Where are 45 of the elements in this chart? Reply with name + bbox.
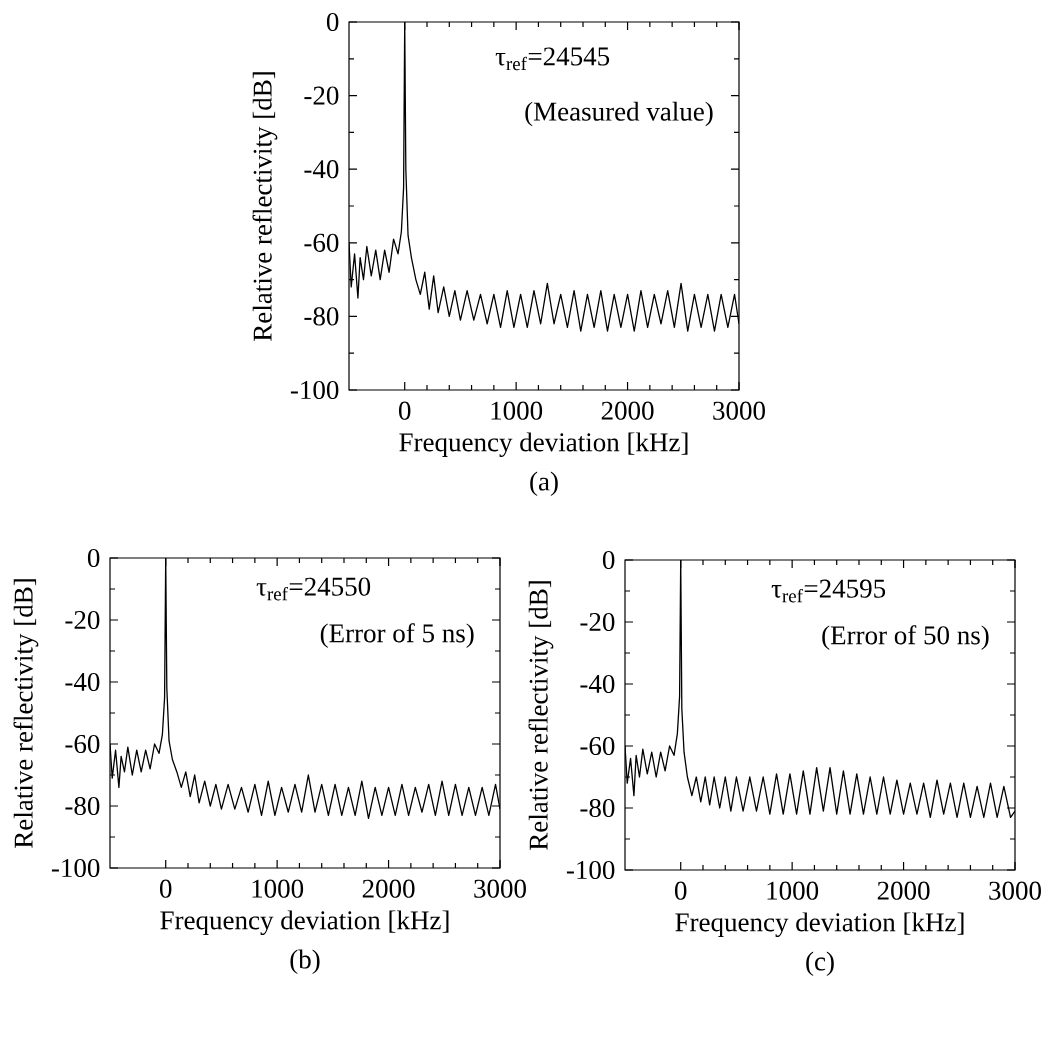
y-tick-label: -40: [304, 160, 339, 179]
y-tick-label: -100: [566, 860, 615, 880]
x-tick-label: 3000: [989, 881, 1041, 900]
y-tick-label: -20: [580, 612, 615, 632]
y-tick-label: -60: [580, 736, 615, 756]
x-tick-label: 2000: [362, 879, 415, 898]
text: (c): [806, 951, 834, 977]
text: (a): [530, 471, 558, 497]
x-tick-label: 3000: [713, 401, 765, 420]
y-tick-label: -40: [65, 672, 100, 692]
annotation: τ$_{ref}$=24545: [495, 47, 610, 71]
x-tick-label: 1000: [252, 879, 304, 898]
y-axis-title: Relative reflectivity [dB]: [13, 579, 39, 848]
y-tick-label: -60: [65, 734, 100, 754]
y-tick-label: 0: [602, 550, 615, 570]
annotation: τ$_{ref}$=24550: [256, 577, 371, 601]
y-tick-label: -20: [65, 610, 100, 630]
x-tick-label: 1000: [767, 881, 819, 900]
x-tick-label: 0: [675, 881, 687, 900]
x-axis-title: Frequency deviation [kHz]: [675, 912, 964, 937]
y-tick-label: -60: [304, 233, 339, 252]
text: (b): [290, 949, 320, 975]
y-tick-label: 0: [87, 548, 100, 568]
y-axis-title: Relative reflectivity [dB]: [528, 581, 554, 850]
x-tick-label: 0: [399, 401, 411, 420]
y-tick-label: -40: [580, 674, 615, 694]
x-axis-title: Frequency deviation [kHz]: [399, 432, 688, 457]
x-tick-label: 2000: [877, 881, 930, 900]
y-tick-label: -100: [51, 858, 100, 878]
x-tick-label: 0: [160, 879, 172, 898]
annotation: τ$_{ref}$=24595: [771, 579, 886, 603]
y-tick-label: -100: [290, 380, 339, 400]
annotation: (Measured value): [525, 101, 713, 127]
y-tick-label: -80: [580, 798, 615, 818]
x-tick-label: 1000: [491, 401, 543, 420]
x-tick-label: 3000: [474, 879, 526, 898]
y-tick-label: 0: [326, 12, 339, 32]
y-tick-label: -20: [304, 86, 339, 105]
y-tick-label: -80: [304, 307, 339, 326]
x-tick-label: 2000: [601, 401, 654, 420]
y-tick-label: -80: [65, 796, 100, 816]
x-axis-title: Frequency deviation [kHz]: [160, 910, 449, 935]
annotation: (Error of 5 ns): [320, 623, 474, 648]
y-axis-title: Relative reflectivity [dB]: [252, 72, 278, 341]
annotation: (Error of 50 ns): [822, 625, 989, 650]
